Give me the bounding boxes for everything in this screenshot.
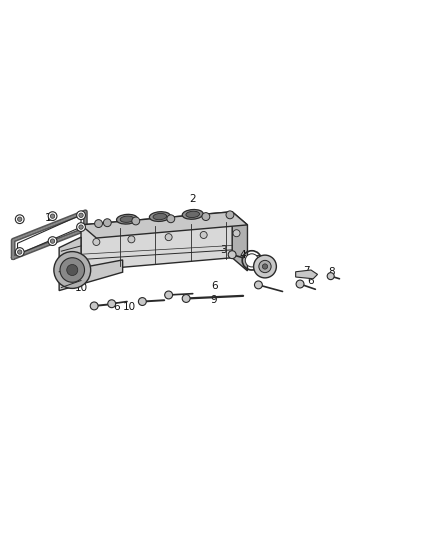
Circle shape bbox=[95, 220, 102, 228]
Circle shape bbox=[103, 219, 111, 227]
Circle shape bbox=[228, 251, 236, 259]
Circle shape bbox=[200, 231, 207, 238]
Ellipse shape bbox=[117, 214, 138, 224]
Circle shape bbox=[259, 260, 271, 273]
Circle shape bbox=[50, 239, 55, 243]
Circle shape bbox=[48, 212, 57, 221]
Circle shape bbox=[165, 233, 172, 241]
Circle shape bbox=[90, 302, 98, 310]
Circle shape bbox=[77, 211, 85, 220]
Text: 5: 5 bbox=[254, 255, 261, 265]
Circle shape bbox=[15, 248, 24, 256]
Text: 1: 1 bbox=[45, 213, 52, 223]
Circle shape bbox=[93, 238, 100, 246]
Circle shape bbox=[15, 215, 24, 223]
Ellipse shape bbox=[245, 254, 258, 267]
Ellipse shape bbox=[186, 211, 200, 217]
Text: 9: 9 bbox=[210, 295, 217, 305]
Circle shape bbox=[54, 252, 91, 288]
Circle shape bbox=[48, 237, 57, 246]
Circle shape bbox=[60, 258, 85, 282]
Circle shape bbox=[226, 211, 234, 219]
Text: 6: 6 bbox=[211, 281, 218, 291]
Circle shape bbox=[132, 217, 140, 225]
Polygon shape bbox=[81, 212, 232, 271]
Circle shape bbox=[18, 250, 22, 254]
Text: 6: 6 bbox=[113, 302, 120, 312]
Circle shape bbox=[79, 225, 83, 229]
Circle shape bbox=[50, 214, 55, 219]
Circle shape bbox=[182, 295, 190, 302]
Circle shape bbox=[167, 215, 175, 223]
Ellipse shape bbox=[182, 209, 203, 219]
Polygon shape bbox=[296, 270, 318, 279]
Circle shape bbox=[296, 280, 304, 288]
Circle shape bbox=[202, 213, 210, 221]
Text: 10: 10 bbox=[74, 282, 88, 293]
Ellipse shape bbox=[149, 212, 170, 221]
Text: 2: 2 bbox=[189, 193, 196, 204]
Text: 4: 4 bbox=[240, 249, 247, 260]
Text: 6: 6 bbox=[307, 276, 314, 286]
Polygon shape bbox=[232, 212, 247, 271]
Ellipse shape bbox=[153, 213, 167, 220]
Text: 3: 3 bbox=[220, 245, 227, 255]
Circle shape bbox=[254, 255, 276, 278]
Text: 8: 8 bbox=[328, 266, 336, 277]
Circle shape bbox=[138, 297, 146, 305]
Text: 10: 10 bbox=[123, 302, 136, 312]
Circle shape bbox=[254, 281, 262, 289]
Circle shape bbox=[165, 291, 173, 299]
Circle shape bbox=[262, 264, 268, 269]
Circle shape bbox=[67, 264, 78, 276]
Circle shape bbox=[108, 300, 116, 308]
Circle shape bbox=[79, 213, 83, 217]
Ellipse shape bbox=[120, 216, 134, 222]
Text: 7: 7 bbox=[303, 266, 310, 276]
Circle shape bbox=[128, 236, 135, 243]
Circle shape bbox=[18, 217, 22, 221]
Circle shape bbox=[327, 273, 334, 280]
Polygon shape bbox=[59, 237, 123, 290]
Circle shape bbox=[77, 223, 85, 231]
Circle shape bbox=[233, 230, 240, 237]
Polygon shape bbox=[81, 212, 247, 238]
